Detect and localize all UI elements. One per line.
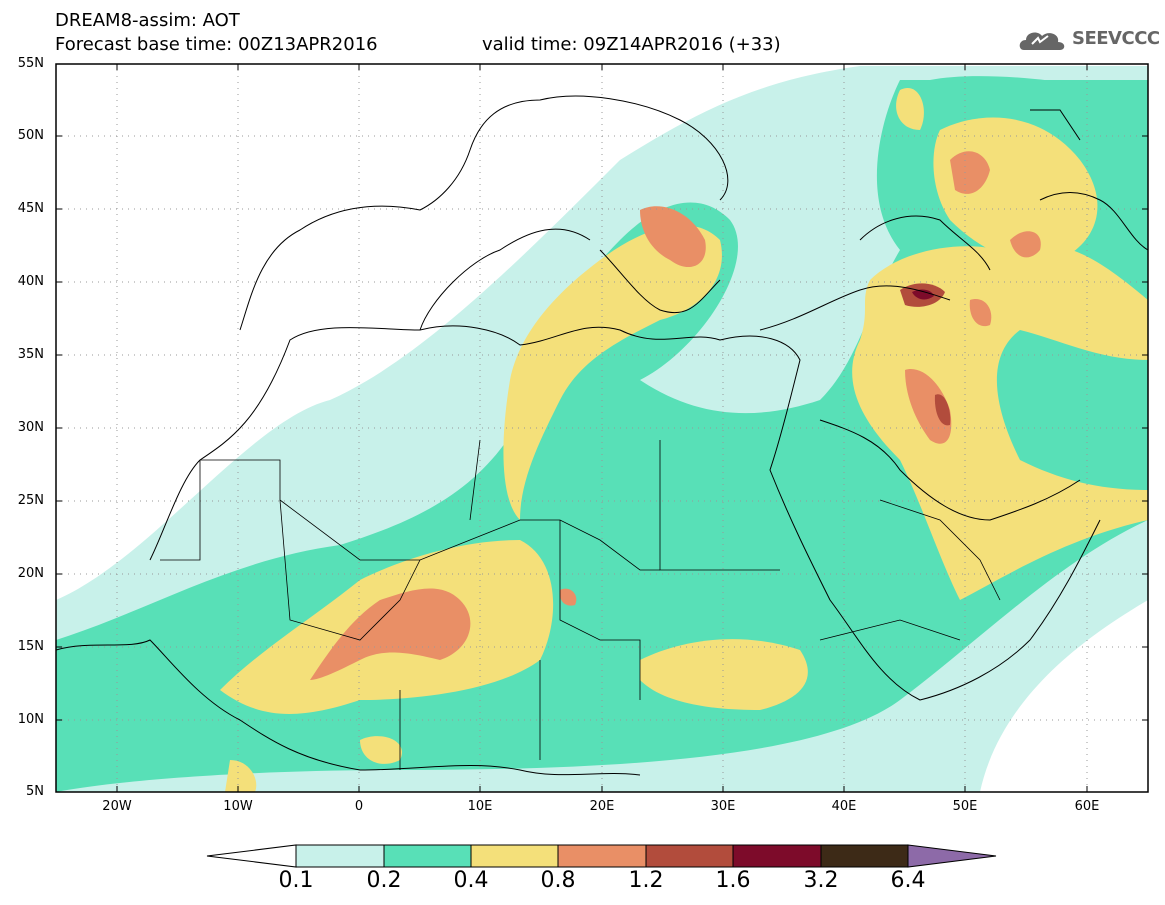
lat-label: 30N <box>17 420 44 435</box>
lat-label: 50N <box>17 128 44 143</box>
lon-label: 20E <box>589 799 615 814</box>
lat-label: 45N <box>17 201 44 216</box>
colorbar-label: 0.4 <box>453 868 489 893</box>
map-title: DREAM8-assim: AOT <box>55 10 240 31</box>
lon-label: 0 <box>354 799 364 814</box>
colorbar-label: 6.4 <box>890 868 926 893</box>
axis-ticks <box>56 64 1148 792</box>
lon-label: 50E <box>952 799 978 814</box>
lon-label: 10W <box>223 799 253 814</box>
lat-label: 55N <box>17 56 44 71</box>
logo-text: SEEVCCC <box>1072 28 1160 49</box>
colorbar-label: 1.2 <box>628 868 664 893</box>
lon-label: 60E <box>1074 799 1100 814</box>
grid-lines <box>56 64 1148 792</box>
country-borders <box>160 439 1001 770</box>
seevccc-cloud-logo-icon <box>1019 32 1065 50</box>
lat-label: 35N <box>17 347 44 362</box>
aot-field <box>56 64 1148 792</box>
colorbar-label: 1.6 <box>715 868 751 893</box>
lat-label: 40N <box>17 274 44 289</box>
lat-label: 5N <box>26 784 44 799</box>
lon-label: 30E <box>710 799 736 814</box>
colorbar-label: 0.8 <box>540 868 576 893</box>
coastlines <box>56 95 1148 776</box>
lon-label: 40E <box>831 799 857 814</box>
colorbar-label: 0.1 <box>278 868 314 893</box>
lat-label: 25N <box>17 493 44 508</box>
lat-label: 20N <box>17 566 44 581</box>
lon-label: 20W <box>102 799 132 814</box>
lat-label: 15N <box>17 639 44 654</box>
lon-label: 10E <box>467 799 493 814</box>
colorbar-label: 0.2 <box>366 868 402 893</box>
colorbar-label: 3.2 <box>803 868 839 893</box>
forecast-base-time: Forecast base time: 00Z13APR2016 <box>55 34 378 55</box>
lat-label: 10N <box>17 712 44 727</box>
valid-time: valid time: 09Z14APR2016 (+33) <box>482 34 781 55</box>
